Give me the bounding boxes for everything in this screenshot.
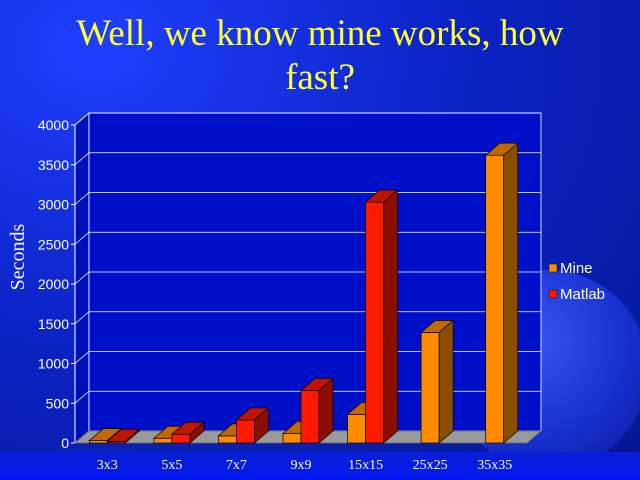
bar-side [503,142,519,444]
y-tick-label: 1500 [38,316,69,332]
bar-mine [420,319,455,444]
bar-side [318,377,334,444]
legend-label-matlab: Matlab [560,286,605,303]
bar-front [420,332,440,444]
y-tick-label: 3500 [38,157,69,173]
legend-swatch-matlab [548,289,558,299]
bar-front [88,440,108,444]
bar-front [171,433,191,444]
y-tick-label: 4000 [38,117,69,133]
bar-front [365,201,384,444]
category-label: 7x7 [226,458,247,473]
bar-mine [484,142,519,444]
bar-front [153,437,173,444]
bar-front [282,433,302,444]
bar-matlab [300,377,334,444]
y-tick-label: 1000 [38,356,69,372]
bar-side [124,428,140,444]
bar-side [438,319,454,444]
slide-title: Well, we know mine works, how fast? [76,13,564,98]
bar-side [383,189,398,444]
bar-front [300,390,320,444]
bar-matlab [364,189,399,444]
category-labels: 3x3 5x5 7x7 9x9 15x15 25x25 35x35 [97,458,512,473]
category-label: 25x25 [413,458,448,473]
legend: Mine Matlab [548,260,605,303]
y-tick-labels: 0 500 1000 1500 2000 2500 3000 3500 4000 [38,117,69,451]
bar-matlab [170,421,205,444]
bar-side [189,421,205,444]
y-tick-label: 2500 [38,236,69,252]
gridline [74,112,541,126]
bar-front [218,435,237,444]
y-tick-label: 2000 [38,276,69,292]
bar-matlab [106,428,141,444]
bar-matlab [235,407,270,444]
y-tick-label: 3000 [38,197,69,213]
legend-label-mine: Mine [560,260,593,277]
bars [88,142,519,444]
bottom-band [0,452,640,480]
category-label: 3x3 [97,458,118,473]
gridline [74,152,541,166]
bar-front [236,419,255,444]
y-tick-label: 0 [61,435,69,451]
category-label: 5x5 [161,458,182,473]
category-label: 15x15 [348,458,383,473]
category-label: 9x9 [291,458,312,473]
legend-swatch-mine [548,263,558,273]
bar-front [485,154,505,444]
y-tick-label: 500 [46,395,70,411]
bar-front [347,414,366,444]
category-label: 35x35 [477,458,512,473]
bar-side [254,407,269,444]
